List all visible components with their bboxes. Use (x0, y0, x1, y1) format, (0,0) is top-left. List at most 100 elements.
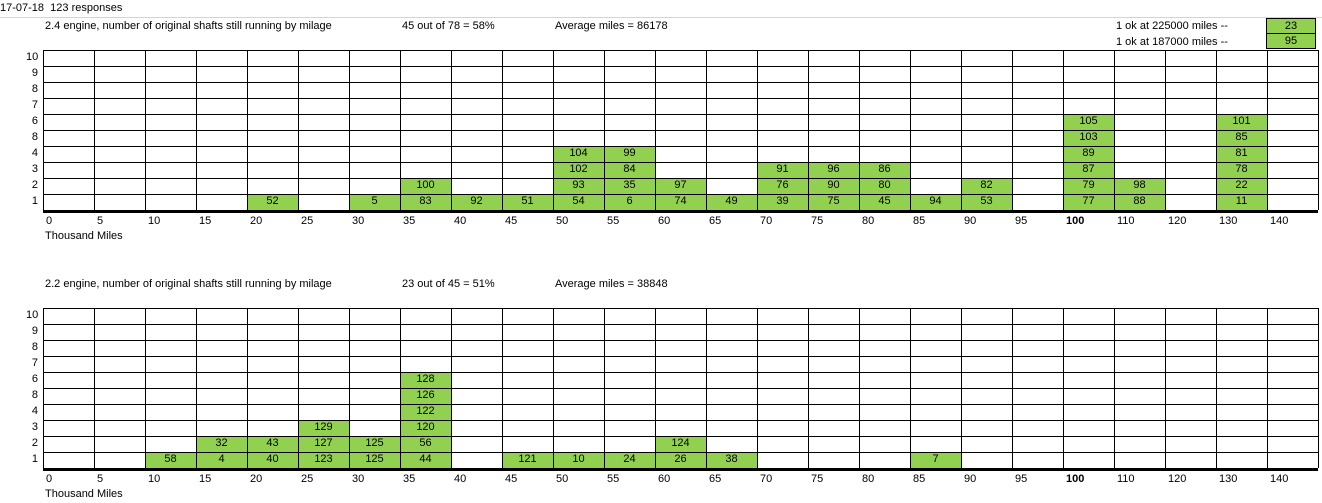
chart2-x-tick-label: 55 (607, 473, 620, 485)
chart2-gridline-h (43, 404, 1318, 405)
chart1-data-cell: 91 (757, 162, 808, 178)
chart1-data-cell: 94 (910, 194, 961, 210)
chart1-data-cell: 11 (1216, 194, 1267, 210)
chart1-data-cell: 100 (400, 178, 451, 194)
chart1-xlabel: Thousand Miles (45, 230, 123, 242)
chart2-x-tick-label: 95 (1015, 473, 1028, 485)
chart2-gridline-h (43, 372, 1318, 373)
chart1-gridline-h (43, 130, 1318, 131)
chart1-data-cell: 105 (1063, 114, 1114, 130)
chart2-row-label: 10 (26, 309, 39, 321)
chart1-data-cell: 35 (604, 178, 655, 194)
chart1-x-tick-label: 35 (403, 215, 416, 227)
chart2-x-tick-label: 90 (964, 473, 977, 485)
chart1-data-cell: 51 (502, 194, 553, 210)
side-note-2-value: 95 (1266, 33, 1316, 49)
chart2-data-cell: 40 (247, 452, 298, 468)
chart2-x-tick-label: 60 (658, 473, 671, 485)
chart2-row-label: 7 (31, 357, 38, 369)
chart1-gridline-h (43, 178, 1318, 179)
chart2-x-tick-label: 0 (46, 473, 53, 485)
chart2-data-cell: 7 (910, 452, 961, 468)
chart1-gridline-v (1318, 50, 1319, 210)
chart1-gridline-h (43, 114, 1318, 115)
chart1-x-tick-label: 20 (250, 215, 263, 227)
chart2-title: 2.2 engine, number of original shafts st… (45, 278, 332, 290)
chart1-row-label: 6 (31, 115, 38, 127)
chart1-row-label: 2 (31, 179, 38, 191)
chart1-row-label: 8 (31, 83, 38, 95)
chart1-data-cell: 75 (808, 194, 859, 210)
chart1-data-cell: 92 (451, 194, 502, 210)
chart1-gridline-h (43, 162, 1318, 163)
chart1-x-tick-label: 60 (658, 215, 671, 227)
chart2-data-cell: 4 (196, 452, 247, 468)
chart1-gridline-h (43, 50, 1318, 51)
chart2-data-cell: 10 (553, 452, 604, 468)
chart2-x-tick-label: 40 (454, 473, 467, 485)
chart1-gridline-h (43, 146, 1318, 147)
chart1-data-cell: 76 (757, 178, 808, 194)
chart1-x-tick-label: 110 (1117, 215, 1135, 227)
chart1-row-label: 8 (31, 131, 38, 143)
chart2-x-tick-label: 70 (760, 473, 773, 485)
chart2-gridline-h (43, 436, 1318, 437)
chart2-data-cell: 121 (502, 452, 553, 468)
chart1-data-cell: 6 (604, 194, 655, 210)
chart1-x-tick-label: 130 (1219, 215, 1238, 227)
chart1-data-cell: 88 (1114, 194, 1165, 210)
chart2-data-cell: 56 (400, 436, 451, 452)
chart2-x-tick-label: 120 (1168, 473, 1187, 485)
chart1-data-cell: 5 (349, 194, 400, 210)
chart1-x-tick-label: 95 (1015, 215, 1028, 227)
chart2-ratio: 23 out of 45 = 51% (402, 278, 495, 290)
chart2-data-cell: 128 (400, 372, 451, 388)
chart2-row-label: 6 (31, 373, 38, 385)
chart1-x-tick-label: 120 (1168, 215, 1187, 227)
header: 17-07-18 123 responses (0, 2, 122, 15)
chart1-data-cell: 83 (400, 194, 451, 210)
chart1-x-tick-label: 5 (97, 215, 104, 227)
chart1-average: Average miles = 86178 (555, 20, 668, 32)
chart2-row-label: 8 (31, 389, 38, 401)
chart1-gridline-h (43, 210, 1318, 213)
chart1-data-cell: 45 (859, 194, 910, 210)
chart1-data-cell: 52 (247, 194, 298, 210)
chart1-row-label: 9 (31, 67, 38, 79)
chart2-data-cell: 123 (298, 452, 349, 468)
header-responses: 123 responses (50, 2, 123, 14)
chart1-data-cell: 85 (1216, 130, 1267, 146)
chart1-row-label: 7 (31, 99, 38, 111)
chart1-data-cell: 22 (1216, 178, 1267, 194)
chart1-data-cell: 89 (1063, 146, 1114, 162)
chart1-data-cell: 82 (961, 178, 1012, 194)
chart2-data-cell: 43 (247, 436, 298, 452)
side-note-2-label: 1 ok at 187000 miles -- (1116, 36, 1228, 48)
chart2-x-tick-label: 80 (862, 473, 875, 485)
chart1-data-cell: 78 (1216, 162, 1267, 178)
chart2-x-tick-label: 5 (97, 473, 104, 485)
chart1-x-tick-label: 75 (811, 215, 824, 227)
chart2-x-tick-label: 65 (709, 473, 722, 485)
chart1-x-tick-label: 40 (454, 215, 467, 227)
chart2-gridline-h (43, 308, 1318, 309)
chart2-x-tick-label: 50 (556, 473, 569, 485)
chart1-ratio: 45 out of 78 = 58% (402, 20, 495, 32)
chart2-gridline-h (43, 388, 1318, 389)
header-divider (0, 17, 1322, 18)
chart1-data-cell: 77 (1063, 194, 1114, 210)
chart1-row-label: 10 (26, 51, 39, 63)
chart1-x-tick-label: 25 (301, 215, 314, 227)
chart2-row-label: 8 (31, 341, 38, 353)
chart1-data-cell: 49 (706, 194, 757, 210)
chart1-data-cell: 86 (859, 162, 910, 178)
chart2-x-tick-label: 75 (811, 473, 824, 485)
chart2-row-label: 1 (31, 453, 38, 465)
chart2-x-tick-label: 130 (1219, 473, 1238, 485)
chart2-x-tick-label: 45 (505, 473, 518, 485)
chart1-x-tick-label: 0 (46, 215, 53, 227)
chart1-x-tick-label: 15 (199, 215, 212, 227)
chart2-gridline-h (43, 420, 1318, 421)
chart1-data-cell: 103 (1063, 130, 1114, 146)
chart1-data-cell: 87 (1063, 162, 1114, 178)
